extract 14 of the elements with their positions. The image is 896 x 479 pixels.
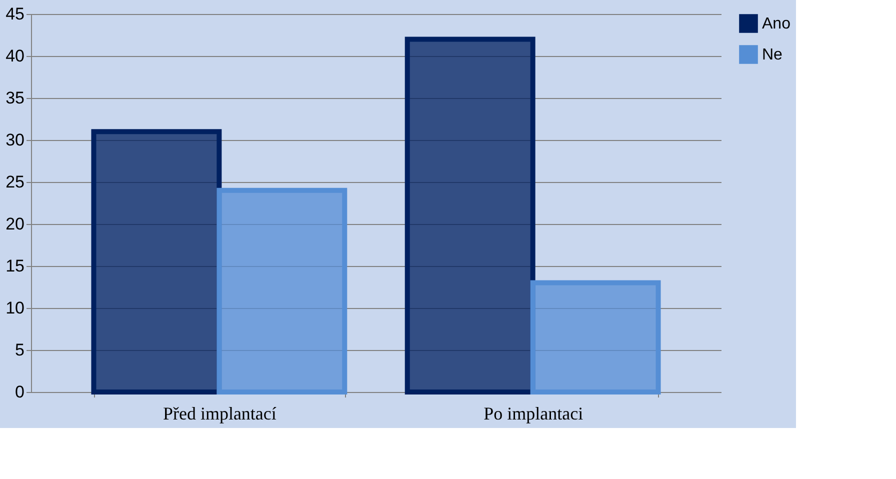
y-tick-label: 5 xyxy=(15,340,24,360)
x-tick-label: Po implantaci xyxy=(484,404,584,424)
legend-label: Ne xyxy=(762,46,783,64)
x-tick-label: Před implantací xyxy=(162,404,276,424)
y-tick-label: 40 xyxy=(6,46,24,66)
legend-label: Ano xyxy=(762,16,791,32)
y-tick-label: 25 xyxy=(6,172,24,192)
y-tick-label: 20 xyxy=(6,214,24,234)
y-tick-label: 30 xyxy=(6,130,24,150)
y-tick-label: 15 xyxy=(6,256,24,276)
y-tick-label: 0 xyxy=(15,382,24,402)
y-tick-label: 35 xyxy=(6,88,24,108)
y-tick-label: 45 xyxy=(6,4,24,24)
y-tick-label: 10 xyxy=(6,298,24,318)
